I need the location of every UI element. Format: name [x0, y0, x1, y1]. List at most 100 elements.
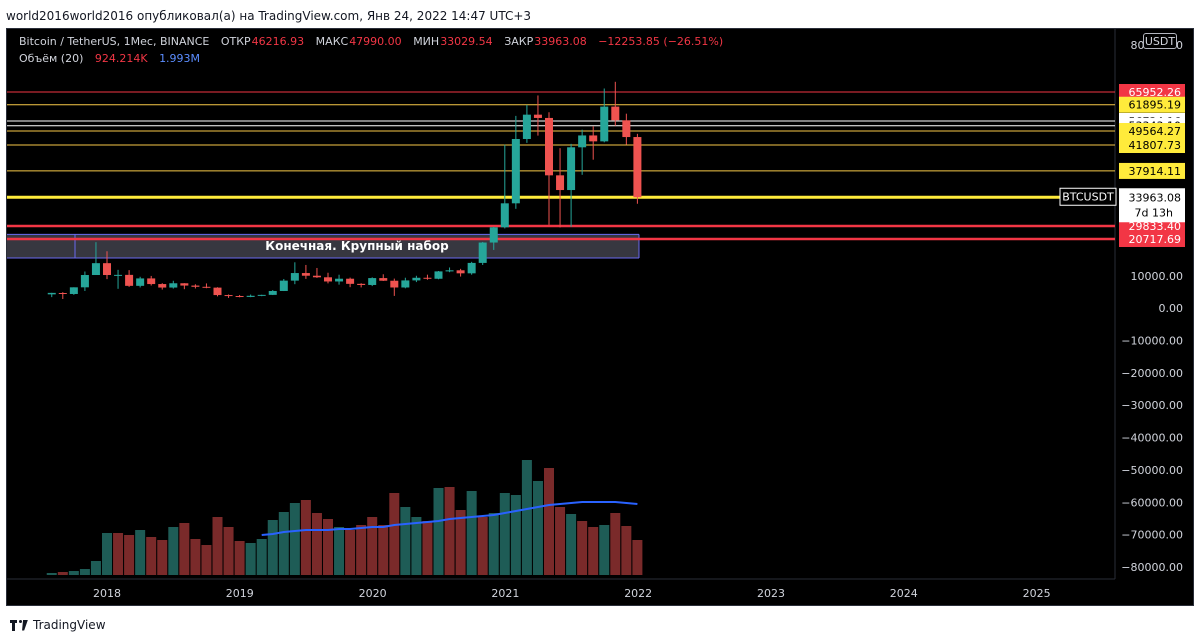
candle-body[interactable]	[335, 278, 344, 282]
candle-body[interactable]	[357, 283, 366, 285]
candle-body[interactable]	[268, 290, 277, 295]
candle-body[interactable]	[578, 135, 587, 148]
volume-bar	[323, 519, 333, 575]
volume-ma-value: 1.993M	[159, 52, 201, 65]
price-level-badge-label: 65952.26	[1129, 86, 1182, 99]
candle-body[interactable]	[412, 277, 421, 281]
candle-body[interactable]	[279, 280, 288, 291]
candle-body[interactable]	[500, 203, 509, 228]
candle-body[interactable]	[589, 135, 598, 142]
x-tick-label: 2025	[1023, 587, 1051, 600]
tradingview-logo-icon	[10, 619, 28, 631]
candle-body[interactable]	[180, 283, 189, 286]
symbol-label[interactable]: Bitcoin / TetherUS, 1Мес, BINANCE	[19, 35, 210, 48]
volume-bar	[400, 507, 411, 575]
candle-body[interactable]	[545, 117, 553, 176]
volume-bar	[345, 530, 356, 575]
volume-bar	[168, 527, 179, 575]
candle-body[interactable]	[224, 295, 233, 297]
footer: TradingView	[10, 616, 106, 634]
price-level-badge-label: 61895.19	[1129, 99, 1182, 112]
volume-bar	[113, 533, 124, 575]
candle-body[interactable]	[522, 114, 531, 139]
volume-bar	[334, 527, 345, 575]
candle-body[interactable]	[379, 278, 388, 281]
volume-bar	[477, 517, 488, 575]
candle-body[interactable]	[489, 227, 498, 243]
volume-bar	[256, 539, 267, 575]
candle-body[interactable]	[511, 138, 520, 204]
candle-body[interactable]	[191, 285, 200, 287]
candle-body[interactable]	[257, 294, 266, 296]
chart-panel[interactable]: Конечная. Крупный набор80000.0010000.000…	[6, 28, 1194, 606]
volume-bar	[632, 540, 643, 575]
candle-body[interactable]	[125, 274, 134, 286]
candle-body[interactable]	[301, 273, 310, 276]
candle-body[interactable]	[103, 263, 111, 276]
publication-line: world2016world2016 опубликовал(а) на Tra…	[6, 9, 532, 23]
candle-body[interactable]	[478, 242, 487, 263]
candle-body[interactable]	[235, 296, 244, 298]
candle-body[interactable]	[622, 120, 631, 138]
candle-body[interactable]	[467, 262, 476, 274]
volume-bar	[68, 571, 79, 575]
candle-body[interactable]	[290, 273, 299, 281]
candle-body[interactable]	[445, 270, 454, 272]
volume-bar	[378, 525, 389, 575]
candle-body[interactable]	[434, 271, 443, 279]
candle-body[interactable]	[80, 275, 89, 288]
symbol-tag-label: BTCUSDT	[1062, 190, 1114, 203]
volume-bar	[411, 517, 422, 575]
y-tick-label: 10000.00	[1131, 270, 1184, 283]
candle-body[interactable]	[456, 270, 465, 274]
candle-body[interactable]	[611, 106, 620, 121]
y-tick-label: −60000.00	[1121, 496, 1183, 509]
last-price-badge	[1119, 188, 1185, 223]
candle-body[interactable]	[556, 175, 565, 191]
candle-body[interactable]	[600, 106, 609, 142]
candle-body[interactable]	[368, 278, 377, 285]
candle-body[interactable]	[346, 278, 355, 284]
candle-body[interactable]	[390, 280, 399, 288]
volume-bar	[90, 561, 101, 575]
candle-body[interactable]	[633, 137, 642, 198]
volume-ma-line	[261, 501, 638, 536]
candle-body[interactable]	[202, 286, 211, 288]
currency-button[interactable]: USDT	[1143, 33, 1177, 49]
volume-bar	[223, 527, 234, 575]
symbol-tag[interactable]	[1059, 187, 1117, 206]
candle-body[interactable]	[158, 284, 167, 288]
candle-body[interactable]	[114, 274, 123, 276]
footer-brand[interactable]: TradingView	[33, 618, 106, 632]
candle-body[interactable]	[312, 275, 321, 278]
candle-body[interactable]	[213, 287, 222, 296]
candle-body[interactable]	[58, 292, 67, 294]
candle-body[interactable]	[324, 277, 332, 282]
candle-body[interactable]	[423, 277, 432, 279]
candle-body[interactable]	[69, 287, 78, 294]
volume-bar	[57, 572, 68, 575]
price-level-badge	[1119, 162, 1185, 179]
candle-body[interactable]	[169, 283, 178, 288]
volume-label[interactable]: Объём (20)	[19, 52, 84, 65]
candle-body[interactable]	[47, 292, 56, 295]
candle-body[interactable]	[246, 295, 255, 297]
price-level-badge	[1119, 136, 1185, 153]
candle-body[interactable]	[567, 147, 576, 191]
volume-bar	[621, 526, 632, 575]
volume-bar	[455, 510, 466, 575]
candle-body[interactable]	[401, 280, 410, 288]
price-level-badge-label: 41807.73	[1129, 139, 1182, 152]
volume-bar	[488, 513, 499, 575]
candle-body[interactable]	[91, 263, 100, 276]
volume-bar	[201, 545, 212, 575]
close-value: 33963.08	[534, 35, 587, 48]
candle-body[interactable]	[147, 278, 156, 285]
candle-body[interactable]	[136, 278, 145, 286]
x-tick-label: 2022	[624, 587, 652, 600]
y-tick-label: −20000.00	[1121, 367, 1183, 380]
volume-bar	[510, 495, 521, 575]
candle-body[interactable]	[533, 114, 542, 118]
volume-bar	[566, 514, 577, 575]
price-chart[interactable]: Конечная. Крупный набор80000.0010000.000…	[7, 29, 1193, 605]
